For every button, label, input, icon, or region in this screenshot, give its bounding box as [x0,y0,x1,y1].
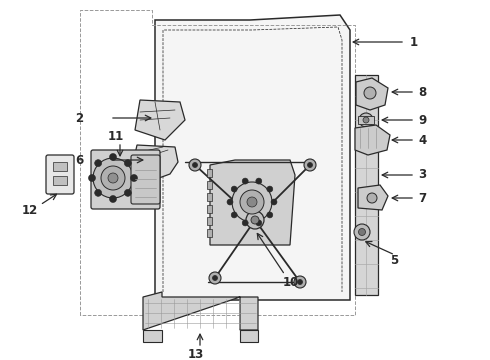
Circle shape [109,195,117,202]
Text: 9: 9 [418,113,426,126]
Circle shape [304,159,316,171]
Circle shape [109,153,117,161]
Circle shape [256,178,262,184]
Bar [358,116,374,124]
Circle shape [101,166,125,190]
Circle shape [364,87,376,99]
FancyBboxPatch shape [91,150,160,209]
Bar [207,229,212,237]
Polygon shape [358,185,388,210]
Circle shape [231,186,237,192]
Circle shape [246,211,264,229]
Text: 12: 12 [22,203,38,216]
Circle shape [297,279,302,284]
Text: 4: 4 [418,134,426,147]
Circle shape [271,199,277,205]
Polygon shape [135,100,185,140]
Circle shape [267,186,273,192]
Polygon shape [356,78,388,110]
Circle shape [308,162,313,167]
Circle shape [89,175,96,181]
FancyBboxPatch shape [46,155,74,194]
Bar [53,162,67,171]
Circle shape [95,189,101,196]
Polygon shape [355,75,378,295]
FancyBboxPatch shape [131,155,160,204]
Circle shape [363,117,369,123]
Polygon shape [355,125,390,155]
Circle shape [213,275,218,280]
Bar [207,205,212,213]
Text: 5: 5 [390,253,398,266]
Polygon shape [240,330,258,342]
Bar [207,181,212,189]
Text: 13: 13 [188,347,204,360]
Circle shape [189,159,201,171]
Circle shape [93,158,133,198]
Circle shape [251,216,259,224]
Bar [207,169,212,177]
Polygon shape [155,15,350,300]
Circle shape [267,212,273,218]
Circle shape [359,229,366,235]
Circle shape [354,224,370,240]
Circle shape [108,173,118,183]
Bar [207,193,212,201]
Text: 2: 2 [75,112,83,125]
Text: 1: 1 [410,36,418,49]
Circle shape [256,220,262,226]
Circle shape [130,175,138,181]
Bar [207,217,212,225]
Circle shape [232,182,272,222]
Circle shape [242,220,248,226]
Circle shape [359,113,373,127]
Circle shape [294,276,306,288]
Polygon shape [143,292,258,330]
Circle shape [242,178,248,184]
Circle shape [240,190,264,214]
Text: 3: 3 [418,168,426,181]
Text: 11: 11 [108,130,124,143]
Circle shape [124,189,131,196]
Polygon shape [210,160,295,245]
Circle shape [95,159,101,167]
Circle shape [247,197,257,207]
Circle shape [231,212,237,218]
Polygon shape [132,145,178,182]
Polygon shape [143,330,162,342]
Bar [53,176,67,185]
Circle shape [367,193,377,203]
Text: 10: 10 [283,275,299,288]
Text: 8: 8 [418,85,426,99]
Text: 6: 6 [75,153,83,166]
Circle shape [227,199,233,205]
Circle shape [193,162,197,167]
Text: 7: 7 [418,192,426,204]
Circle shape [124,159,131,167]
Circle shape [209,272,221,284]
